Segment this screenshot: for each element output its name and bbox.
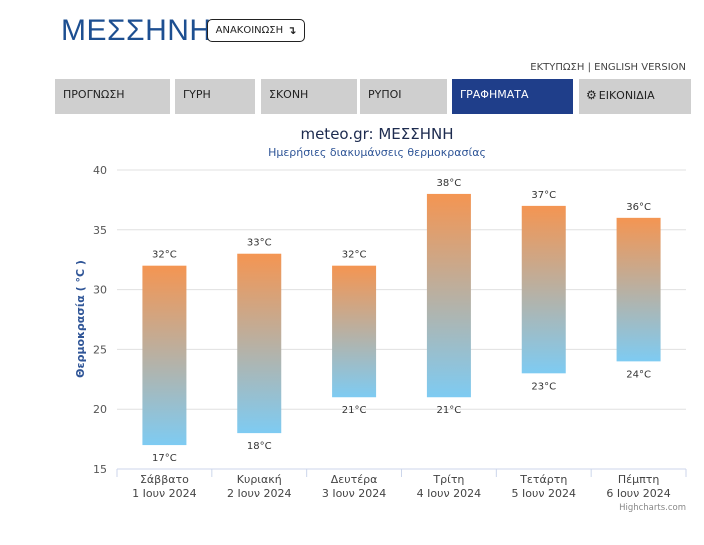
english-version-link[interactable]: ENGLISH VERSION [594, 62, 686, 73]
high-temp-label: 32°C [152, 250, 177, 261]
y-tick-label: 30 [93, 284, 107, 297]
arrow-down-icon: ↴ [287, 24, 297, 37]
x-tick-date: 5 Ιουν 2024 [512, 487, 576, 500]
low-temp-label: 23°C [531, 381, 556, 392]
tab-label: ΓΥΡΗ [183, 88, 211, 101]
y-tick-label: 40 [93, 164, 107, 177]
link-separator: | [584, 62, 595, 73]
x-tick-day: Δευτέρα [331, 473, 378, 486]
low-temp-label: 24°C [626, 369, 651, 380]
x-tick-day: Σάββατο [140, 473, 189, 486]
tab-pollen[interactable]: ΓΥΡΗ [175, 79, 255, 114]
tab-charts[interactable]: ΓΡΑΦΗΜΑΤΑ [452, 79, 573, 114]
chart-subtitle: Ημερήσιες διακυμάνσεις θερμοκρασίας [268, 146, 486, 159]
high-temp-label: 33°C [247, 238, 272, 249]
tab-label: ΕΙΚΟΝΙΔΙΑ [598, 89, 655, 102]
high-temp-label: 32°C [342, 250, 367, 261]
highcharts-credit[interactable]: Highcharts.com [619, 503, 686, 513]
temperature-range-bar [521, 205, 566, 374]
x-tick-date: 3 Ιουν 2024 [322, 487, 386, 500]
tab-pollutants[interactable]: ΡΥΠΟΙ [360, 79, 447, 114]
x-tick-day: Πέμπτη [618, 473, 659, 486]
high-temp-label: 37°C [531, 190, 556, 201]
temperature-range-bar [426, 193, 471, 398]
y-tick-label: 20 [93, 403, 107, 416]
high-temp-label: 38°C [437, 178, 462, 189]
page-title: ΜΕΣΣΗΝΗ [61, 14, 212, 47]
tab-label: ΠΡΟΓΝΩΣΗ [63, 88, 125, 101]
tab-icons[interactable]: ⚙ ΕΙΚΟΝΙΔΙΑ [579, 79, 691, 114]
y-tick-label: 15 [93, 463, 107, 476]
x-tick-day: Τρίτη [432, 473, 464, 486]
top-links: ΕΚΤΥΠΩΣΗ | ENGLISH VERSION [530, 62, 686, 73]
temperature-range-bar [332, 265, 377, 398]
x-tick-date: 1 Ιουν 2024 [132, 487, 196, 500]
high-temp-label: 36°C [626, 202, 651, 213]
temperature-range-bar [142, 265, 187, 446]
low-temp-label: 17°C [152, 453, 177, 464]
y-tick-label: 25 [93, 343, 107, 356]
tab-forecast[interactable]: ΠΡΟΓΝΩΣΗ [55, 79, 170, 114]
temperature-range-bar [616, 217, 661, 362]
y-axis-label: Θερμοκρασία ( °C ) [74, 260, 87, 378]
tab-label: ΡΥΠΟΙ [368, 88, 402, 101]
x-tick-day: Κυριακή [237, 473, 282, 486]
low-temp-label: 21°C [342, 405, 367, 416]
announcement-button[interactable]: ΑΝΑΚΟΙΝΩΣΗ ↴ [207, 19, 305, 42]
temperature-range-bar [237, 253, 282, 434]
x-tick-date: 4 Ιουν 2024 [417, 487, 481, 500]
y-tick-label: 35 [93, 224, 107, 237]
x-tick-day: Τετάρτη [519, 473, 567, 486]
tab-label: ΓΡΑΦΗΜΑΤΑ [460, 88, 529, 101]
tab-dust[interactable]: ΣΚΟΝΗ [261, 79, 357, 114]
tab-label: ΣΚΟΝΗ [269, 88, 309, 101]
low-temp-label: 18°C [247, 441, 272, 452]
gear-icon: ⚙ [586, 88, 597, 102]
print-link[interactable]: ΕΚΤΥΠΩΣΗ [530, 62, 585, 73]
announcement-label: ΑΝΑΚΟΙΝΩΣΗ [215, 25, 284, 36]
x-tick-date: 2 Ιουν 2024 [227, 487, 291, 500]
x-tick-date: 6 Ιουν 2024 [606, 487, 670, 500]
low-temp-label: 21°C [437, 405, 462, 416]
chart-title: meteo.gr: ΜΕΣΣΗΝΗ [300, 125, 453, 143]
